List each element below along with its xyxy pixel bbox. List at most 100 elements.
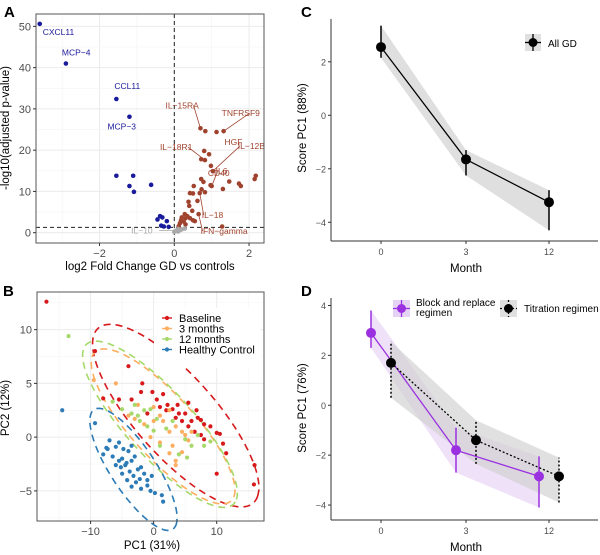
legend-key-point — [397, 304, 406, 313]
y-tick-label: 10 — [19, 186, 31, 198]
data-point-down — [166, 224, 171, 230]
data-point — [451, 445, 461, 456]
data-point — [133, 480, 139, 485]
x-tick-label: 3 — [463, 247, 468, 257]
data-point — [214, 430, 219, 435]
annotation-label: HGF — [225, 137, 243, 147]
data-point — [217, 431, 222, 437]
annotations: CXCL11MCP−4CCL11MCP−3IL−15RATNFRSF9HGFIL… — [43, 27, 266, 236]
data-point — [154, 416, 159, 421]
axes: −4 −2 0 2 0 3 12 — [316, 19, 598, 257]
panel-label-b: B — [3, 283, 14, 300]
y-tick-label: 2 — [321, 57, 326, 67]
data-point-down — [130, 173, 136, 179]
data-point — [173, 458, 178, 463]
data-point — [129, 443, 134, 448]
data-point — [195, 432, 200, 438]
data-point — [376, 42, 386, 53]
legend-key-point — [504, 304, 513, 313]
data-point — [92, 421, 98, 426]
data-point-ns — [171, 229, 177, 235]
data-point-up — [192, 218, 198, 224]
data-point-up — [208, 163, 214, 169]
legend-key-point — [164, 315, 170, 321]
data-point — [127, 469, 132, 474]
data-point-up — [219, 224, 225, 229]
data-point — [116, 397, 122, 402]
x-axis-label: Month — [450, 263, 482, 275]
data-point — [201, 443, 207, 448]
data-point — [129, 397, 134, 402]
points — [37, 21, 259, 235]
data-point-down — [127, 183, 132, 189]
data-point — [145, 478, 150, 483]
data-point — [157, 404, 163, 410]
data-point — [125, 478, 130, 483]
data-point — [189, 429, 194, 434]
y-tick-label: 0 — [25, 228, 31, 240]
legend-label: Block and replace — [416, 298, 496, 309]
x-axis-label: PC1 (31%) — [124, 540, 180, 552]
plot-area — [36, 14, 264, 243]
data-point — [164, 426, 169, 431]
data-point — [220, 441, 226, 446]
legend-label: All GD — [548, 39, 577, 50]
annotation-label: IFN−gamma — [201, 226, 248, 236]
data-point — [118, 465, 123, 470]
data-point — [142, 408, 147, 413]
data-point — [126, 449, 131, 454]
annotation-label: MCP−3 — [107, 122, 136, 132]
panel-a-volcano-plot: CXCL11MCP−4CCL11MCP−3IL−15RATNFRSF9HGFIL… — [0, 13, 266, 273]
y-tick-label: 20 — [19, 145, 31, 157]
panel-label-a: A — [4, 4, 15, 21]
panel-label-c: C — [301, 4, 312, 21]
data-point-up — [210, 168, 216, 174]
data-point — [208, 439, 213, 444]
y-tick-label: 2 — [321, 351, 326, 361]
series-lines — [366, 310, 564, 508]
data-point-up — [190, 191, 196, 196]
data-point-down — [148, 182, 154, 188]
data-point — [123, 462, 128, 468]
x-tick-label: 0 — [378, 247, 383, 257]
data-point-up — [206, 151, 212, 157]
data-point-down — [164, 218, 170, 224]
data-point — [175, 402, 180, 407]
data-point — [461, 154, 471, 165]
legend: All GD — [525, 34, 577, 51]
data-point — [173, 462, 178, 468]
y-tick-label: −4 — [316, 218, 326, 228]
data-point — [107, 438, 112, 443]
data-point-down — [37, 21, 43, 27]
data-point — [173, 424, 178, 429]
data-point — [159, 493, 164, 498]
data-point-up — [191, 183, 197, 189]
legend-key-point — [528, 38, 538, 47]
data-point — [186, 424, 191, 429]
data-point — [135, 467, 140, 472]
annotation-label: IL−10 — [131, 226, 153, 236]
y-axis-label: Score PC1 (76%) — [297, 363, 309, 453]
data-point — [149, 473, 154, 478]
data-point-up — [226, 179, 232, 184]
data-point — [214, 471, 219, 476]
data-point-ns — [182, 226, 188, 231]
x-tick-label: 0 — [378, 526, 383, 536]
data-point — [151, 404, 156, 410]
data-point — [161, 499, 166, 504]
data-point — [176, 452, 181, 457]
data-point — [157, 443, 163, 448]
data-point-up — [199, 187, 204, 192]
panel-label-d: D — [301, 283, 312, 300]
data-point — [129, 458, 134, 463]
x-tick-label: −10 — [81, 526, 100, 538]
data-point — [132, 416, 137, 421]
axis-ticks: −10 0 10 −5 0 5 10 — [19, 325, 222, 538]
data-point-up — [214, 129, 219, 135]
data-point — [170, 443, 175, 448]
data-point — [120, 471, 125, 476]
data-point — [138, 486, 144, 491]
